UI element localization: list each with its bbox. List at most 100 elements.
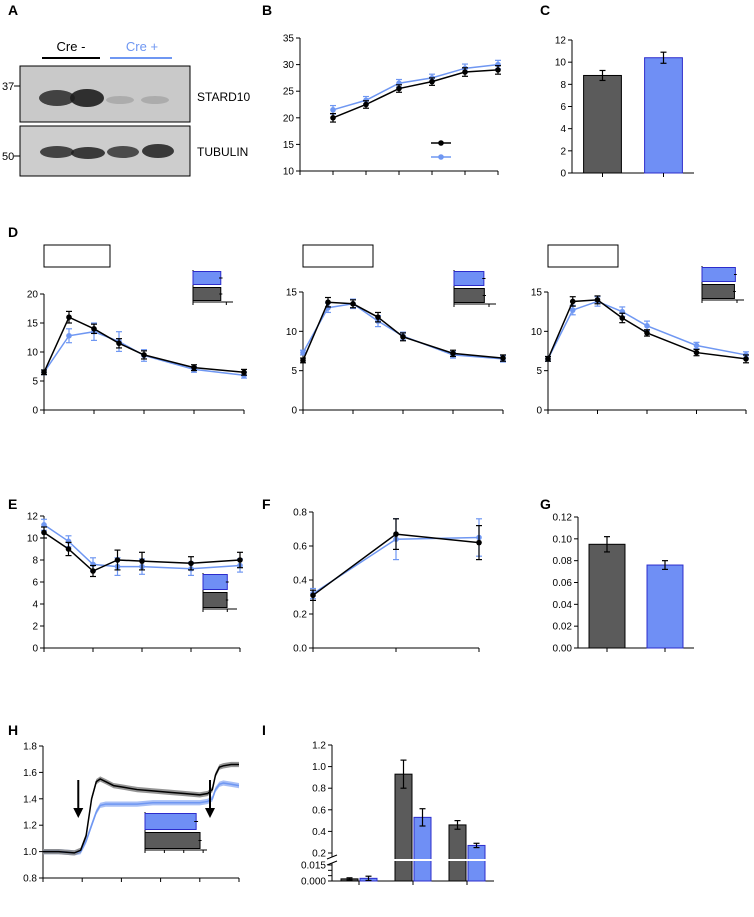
data-point [90,568,96,574]
data-point [91,326,97,332]
mw-marker-50: 50 [2,151,14,163]
band-label-stard10: STARD10 [197,90,250,104]
y-tick-label: 0.06 [553,578,573,589]
data-point [500,355,506,361]
series-line [302,301,504,361]
data-point [693,349,700,356]
y-tick-label: 0.4 [293,576,307,587]
band-tubulin-lane4 [142,144,174,158]
data-point [619,315,626,321]
y-tick-label: 0.00 [553,644,573,655]
inset-bar-cre-plus [202,574,228,590]
y-tick-label: 30 [283,60,295,71]
data-point [429,78,435,85]
band-tubulin-lane1 [40,146,74,158]
auc-inset [701,266,744,303]
data-point [350,301,356,307]
data-point [41,522,47,528]
bar-cre-minus [583,74,622,174]
legend-marker [438,154,444,160]
y-tick-label: 0.10 [553,534,573,545]
y-tick-label: 15 [283,140,295,151]
y-tick-label: 0 [536,406,542,417]
series-line [332,63,499,111]
data-point [462,69,468,75]
y-tick-label: 10 [286,327,298,338]
chart-d3: 0 5 10 15 [531,244,749,417]
y-tick-label: 0.2 [312,849,326,860]
series-cre-minus [43,763,239,854]
y-tick-label: 20 [27,290,39,301]
series-line [332,69,499,119]
title-box [302,244,374,268]
band-stard10-lane3 [106,96,134,104]
y-tick-label: 5 [32,377,38,388]
y-tick-label: 0.8 [23,874,37,885]
legend [431,140,451,160]
axis-break-mark [326,854,338,860]
y-tick-label: 5 [291,366,297,377]
data-point [300,357,306,364]
bar-cre-plus [644,57,683,174]
series-line [43,763,239,854]
mw-marker-37: 37 [2,81,14,93]
y-tick-label: 0.8 [312,784,326,795]
y-tick-label: 35 [283,34,295,45]
inset-bar-cre-plus [144,813,197,830]
y-tick-label: 6 [560,102,566,113]
data-point [188,560,194,567]
data-point [375,314,381,320]
auc-inset [453,270,496,307]
axis-break-gap [394,859,413,861]
data-point [116,340,122,347]
data-point [300,349,306,356]
band-stard10-lane2 [70,89,104,107]
axis-break-mark [326,860,338,866]
panel-label-g: G [540,496,551,512]
chart-g: 0.00 0.02 0.04 0.06 0.08 0.10 0.12 [553,513,694,655]
data-point [545,356,551,362]
inset-bar-cre-minus [202,592,228,608]
y-tick-label: 0.04 [553,600,573,611]
y-tick-label: 12 [27,512,39,523]
series-cre-minus [41,310,247,376]
y-tick-label: 15 [286,288,298,299]
y-tick-label: 0.6 [312,805,326,816]
series-line [43,782,240,854]
y-tick-label: 0.8 [293,508,307,519]
data-point [41,369,47,376]
data-point [310,592,316,599]
panel-label-e: E [8,496,18,512]
data-point [476,539,482,546]
title-box [43,244,111,268]
data-point [569,298,576,305]
y-tick-label: 2 [560,146,566,157]
data-point [450,350,456,357]
series-cre-plus [330,59,501,115]
y-tick-label: 1.8 [23,742,37,753]
y-tick-label: 8 [32,556,38,567]
y-tick-label: 0.4 [312,827,326,838]
panel-label-i: I [262,722,266,738]
y-tick-label: 0.2 [293,610,307,621]
data-point [66,332,72,339]
band-stard10-lane4 [141,96,169,104]
data-point [330,115,336,121]
y-tick-label: 2 [32,622,38,633]
y-tick-label: 1.0 [312,762,326,773]
western-blot: Cre - Cre + 37 50 STARD10 TUBULIN [2,39,250,177]
auc-inset [202,573,237,612]
y-tick-label: 4 [32,600,38,611]
blot-cre-minus-label: Cre - [57,39,86,54]
data-point [693,342,700,349]
panel-label-c: C [540,2,551,18]
inset-bar-cre-minus [701,284,735,299]
axis-break-gap [467,859,486,861]
y-tick-label: 0.08 [553,556,573,567]
series-line [302,303,504,360]
chart-e: 0 2 4 6 8 10 12 [27,512,243,655]
y-tick-label: 12 [555,36,567,47]
y-tick-label: 1.0 [23,847,37,858]
y-tick-label: 0 [32,644,38,655]
band-stard10-lane1 [39,90,75,106]
